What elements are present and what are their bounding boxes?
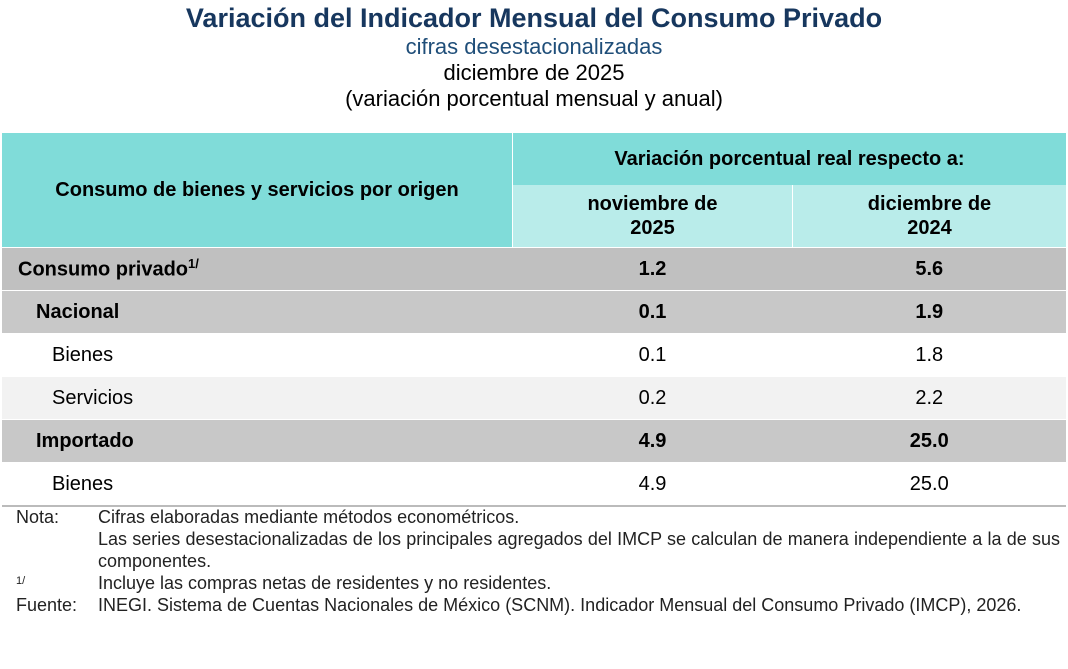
cell: 0.1 <box>512 290 793 334</box>
source-text: INEGI. Sistema de Cuentas Nacionales de … <box>98 595 1022 615</box>
note-line: Cifras elaboradas mediante métodos econo… <box>98 507 520 527</box>
column-header: diciembre de 2024 <box>792 185 1066 248</box>
title: Variación del Indicador Mensual del Cons… <box>185 3 883 33</box>
unit: (variación porcentual mensual y anual) <box>345 86 723 111</box>
note-text: Cifras elaboradas mediante métodos econo… <box>98 506 1060 572</box>
subtitle: cifras desestacionalizadas <box>405 34 663 59</box>
row-label: Bienes <box>2 333 513 377</box>
cell: 5.6 <box>792 247 1066 291</box>
note-line: Las series desestacionalizadas de los pr… <box>98 529 1060 571</box>
notes: Nota: Cifras elaboradas mediante métodos… <box>0 506 1060 616</box>
row-label: Bienes <box>2 462 513 507</box>
row-header: Consumo de bienes y servicios por origen <box>2 133 513 248</box>
cell: 1.2 <box>512 247 793 291</box>
footnote-text: Incluye las compras netas de residentes … <box>98 573 552 593</box>
cell: 4.9 <box>512 462 793 507</box>
header: Variación del Indicador Mensual del Cons… <box>0 3 1068 112</box>
cell: 1.9 <box>792 290 1066 334</box>
data-table: Consumo de bienes y servicios por origen… <box>2 133 1066 507</box>
cell: 0.2 <box>512 376 793 420</box>
table-row: Importado 4.9 25.0 <box>2 419 1066 463</box>
source: Fuente: INEGI. Sistema de Cuentas Nacion… <box>0 594 1060 616</box>
row-label: Importado <box>2 419 513 463</box>
cell: 1.8 <box>792 333 1066 377</box>
column-header-text: noviembre de 2025 <box>587 193 718 239</box>
source-marker: Fuente: <box>16 595 78 615</box>
row-label: Nacional <box>2 290 513 334</box>
row-label: Servicios <box>2 376 513 420</box>
cell: 0.1 <box>512 333 793 377</box>
cell: 25.0 <box>792 419 1066 463</box>
table-row: Nacional 0.1 1.9 <box>2 290 1066 334</box>
column-header: noviembre de 2025 <box>512 185 793 248</box>
period: diciembre de 2025 <box>443 60 625 85</box>
note: Nota: Cifras elaboradas mediante métodos… <box>0 506 1060 572</box>
page: Variación del Indicador Mensual del Cons… <box>0 3 1068 669</box>
row-label-text: Consumo privado <box>18 258 189 281</box>
footnote: 1/ Incluye las compras netas de resident… <box>0 572 1060 594</box>
column-header-text: diciembre de 2024 <box>867 193 992 239</box>
row-label: Consumo privado1/ <box>2 247 513 291</box>
group-header: Variación porcentual real respecto a: <box>512 133 1066 185</box>
cell: 2.2 <box>792 376 1066 420</box>
footnote-ref: 1/ <box>188 256 199 272</box>
header-row: noviembre de 2025 diciembre de 2024 <box>2 185 1066 248</box>
cell: 4.9 <box>512 419 793 463</box>
cell: 25.0 <box>792 462 1066 507</box>
header-row: Consumo de bienes y servicios por origen… <box>2 133 1066 248</box>
table-row: Servicios 0.2 2.2 <box>2 376 1066 420</box>
table-row: Bienes 0.1 1.8 <box>2 333 1066 377</box>
table-row: Consumo privado1/ 1.2 5.6 <box>2 247 1066 291</box>
table-row: Bienes 4.9 25.0 <box>2 462 1066 507</box>
footnote-marker: 1/ <box>16 575 26 587</box>
note-marker: Nota: <box>16 507 60 527</box>
